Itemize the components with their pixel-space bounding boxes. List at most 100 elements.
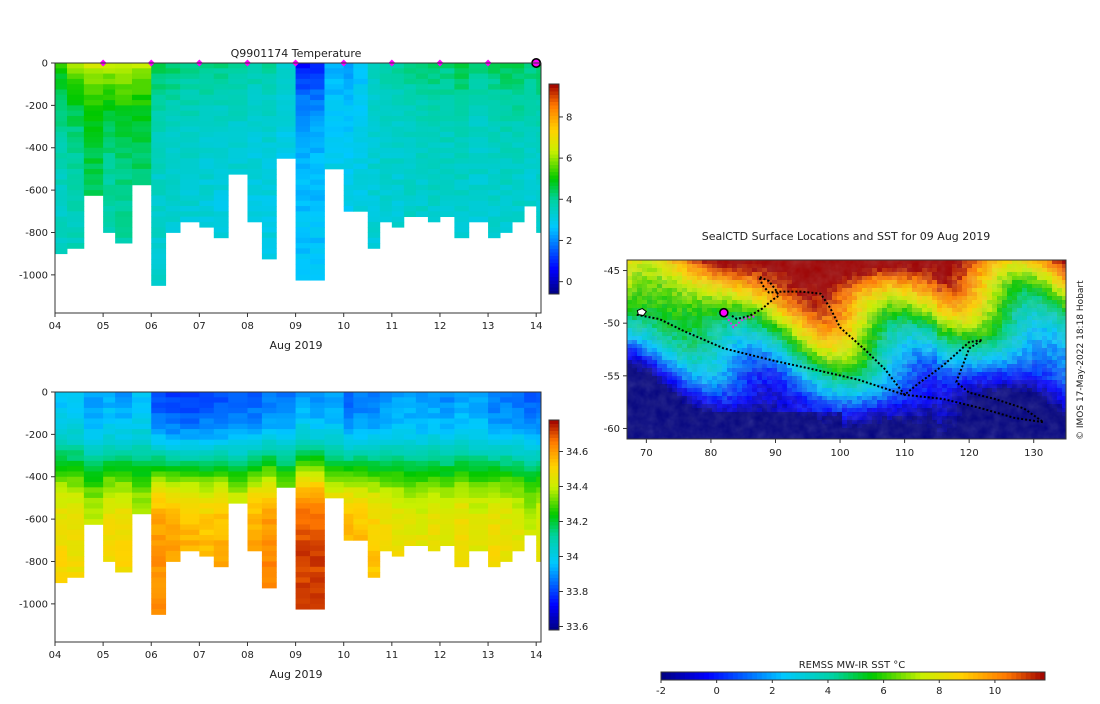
profile-cell xyxy=(67,403,84,409)
profile-cell xyxy=(500,89,512,95)
profile-cell xyxy=(296,466,311,472)
profile-cell xyxy=(344,519,354,525)
profile-cell xyxy=(67,477,84,483)
profile-cell xyxy=(262,79,277,85)
profile-cell xyxy=(247,201,262,207)
profile-cell xyxy=(512,121,524,127)
profile-cell xyxy=(166,105,181,111)
profile-cell xyxy=(428,477,440,483)
profile-cell xyxy=(310,572,325,578)
profile-cell xyxy=(310,577,325,583)
profile-cell xyxy=(428,195,440,201)
profile-cell xyxy=(353,174,368,180)
profile-cell xyxy=(500,158,512,164)
profile-cell xyxy=(344,116,354,122)
profile-cell xyxy=(344,477,354,483)
profile-cell xyxy=(324,440,344,446)
profile-cell xyxy=(428,514,440,520)
profile-cell xyxy=(103,132,115,138)
profile-cell xyxy=(55,84,67,90)
profile-cell xyxy=(368,201,380,207)
profile-cell xyxy=(469,440,489,446)
profile-cell xyxy=(380,530,392,536)
profile-cell xyxy=(132,164,152,170)
profile-cell xyxy=(228,116,248,122)
profile-cell xyxy=(488,206,500,212)
profile-cell xyxy=(310,127,325,133)
profile-cell xyxy=(214,132,229,138)
profile-cell xyxy=(380,498,392,504)
profile-cell xyxy=(262,477,277,483)
profile-cell xyxy=(310,195,325,201)
profile-cell xyxy=(296,556,311,562)
profile-cell xyxy=(276,482,296,488)
profile-cell xyxy=(262,95,277,101)
profile-cell xyxy=(416,477,428,483)
profile-cell xyxy=(228,95,248,101)
profile-cell xyxy=(262,577,277,583)
colorbar-swatch xyxy=(549,452,559,456)
profile-cell xyxy=(262,248,277,254)
profile-cell xyxy=(103,546,115,552)
colorbar-swatch xyxy=(549,196,559,200)
profile-cell xyxy=(344,509,354,515)
profile-cell xyxy=(55,445,67,451)
profile-cell xyxy=(151,450,166,456)
profile-cell xyxy=(247,424,262,430)
profile-cell xyxy=(524,190,536,196)
profile-cell xyxy=(262,195,277,201)
profile-cell xyxy=(428,132,440,138)
profile-cell xyxy=(469,132,489,138)
profile-cell xyxy=(500,142,512,148)
profile-cell xyxy=(469,121,489,127)
profile-cell xyxy=(469,546,489,552)
profile-cell xyxy=(296,493,311,499)
profile-cell xyxy=(55,551,67,557)
profile-cell xyxy=(469,164,489,170)
profile-cell xyxy=(55,132,67,138)
profile-cell xyxy=(524,408,536,414)
profile-cell xyxy=(368,403,380,409)
colorbar-swatch xyxy=(549,445,559,449)
profile-cell xyxy=(214,493,229,499)
profile-cell xyxy=(416,392,428,398)
profile-cell xyxy=(151,456,166,462)
profile-cell xyxy=(151,392,166,398)
profile-cell xyxy=(310,461,325,467)
profile-cell xyxy=(67,142,84,148)
profile-cell xyxy=(512,148,524,154)
profile-cell xyxy=(353,519,368,525)
profile-cell xyxy=(512,195,524,201)
profile-cell xyxy=(296,477,311,483)
profile-cell xyxy=(199,509,214,515)
profile-cell xyxy=(247,169,262,175)
profile-cell xyxy=(404,456,416,462)
profile-cell xyxy=(368,477,380,483)
profile-cell xyxy=(166,217,181,223)
profile-cell xyxy=(368,434,380,440)
profile-cell xyxy=(512,440,524,446)
profile-cell xyxy=(247,503,262,509)
profile-cell xyxy=(166,461,181,467)
profile-cell xyxy=(416,418,428,424)
profile-cell xyxy=(214,514,229,520)
profile-cell xyxy=(440,466,455,472)
profile-cell xyxy=(132,509,152,515)
profile-cell xyxy=(151,270,166,276)
profile-cell xyxy=(454,450,469,456)
profile-cell xyxy=(454,471,469,477)
profile-cell xyxy=(262,519,277,525)
profile-cell xyxy=(262,232,277,238)
profile-cell xyxy=(454,408,469,414)
profile-cell xyxy=(310,599,325,605)
profile-cell xyxy=(214,79,229,85)
profile-cell xyxy=(84,79,104,85)
profile-cell xyxy=(132,132,152,138)
profile-cell xyxy=(440,79,455,85)
profile-cell xyxy=(469,445,489,451)
profile-cell xyxy=(428,142,440,148)
profile-cell xyxy=(262,424,277,430)
profile-cell xyxy=(115,158,132,164)
colorbar-swatch xyxy=(549,228,559,232)
